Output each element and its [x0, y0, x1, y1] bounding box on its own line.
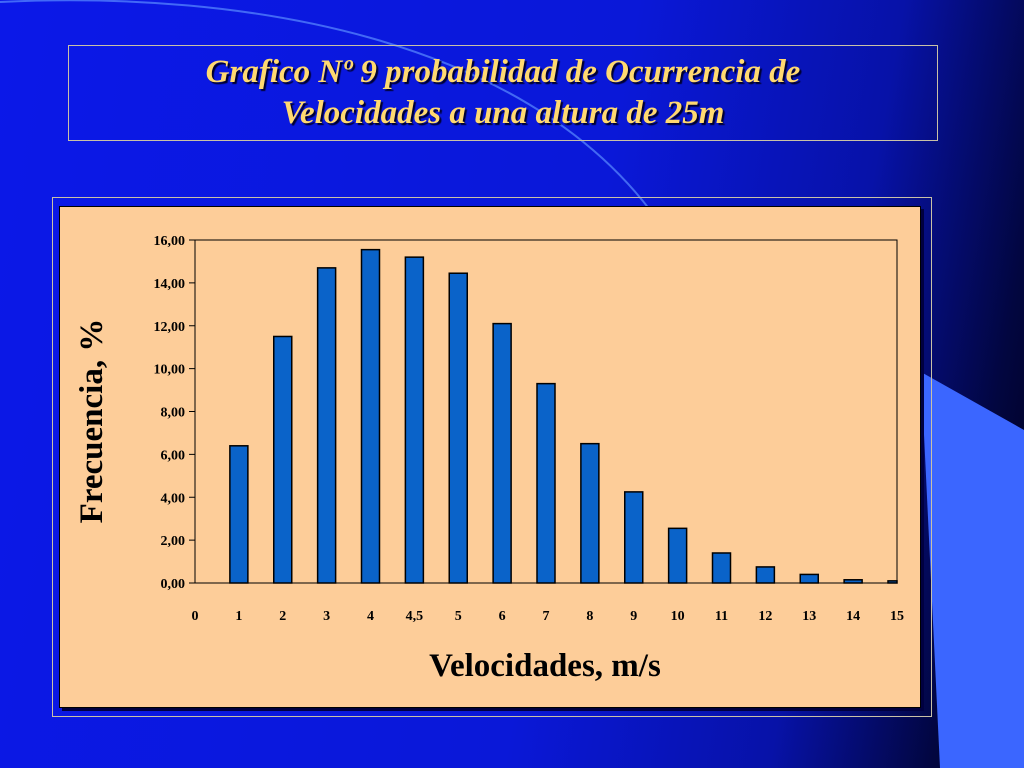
- chart-outer-frame: [52, 197, 932, 717]
- bar: [492, 322, 512, 584]
- x-tick-label: 8: [586, 609, 593, 624]
- bar: [273, 335, 293, 584]
- x-tick-label: 14: [846, 609, 860, 624]
- y-tick-label: 2,00: [161, 534, 186, 549]
- bar: [624, 491, 644, 584]
- y-tick-label: 6,00: [161, 448, 186, 463]
- y-tick-label: 0,00: [161, 577, 186, 592]
- x-tick-label: 13: [802, 609, 816, 624]
- bar: [229, 445, 249, 584]
- x-tick-label: 15: [890, 609, 904, 624]
- bar: [448, 272, 468, 584]
- slide-title-box: Grafico Nº 9 probabilidad de Ocurrencia …: [68, 45, 938, 141]
- bar: [711, 552, 732, 584]
- title-line-2: Velocidades a una altura de 25m: [281, 95, 725, 131]
- y-tick-label: 4,00: [161, 491, 186, 506]
- bar: [887, 580, 898, 584]
- slide-title: Grafico Nº 9 probabilidad de Ocurrencia …: [206, 52, 801, 134]
- title-line-1: Grafico Nº 9 probabilidad de Ocurrencia …: [205, 54, 801, 90]
- y-axis-title: Frecuencia, %: [74, 319, 110, 524]
- bar: [536, 382, 556, 584]
- x-tick-label: 0: [192, 609, 199, 624]
- x-tick-label: 10: [671, 609, 685, 624]
- y-tick-label: 10,00: [154, 363, 186, 378]
- bar: [404, 256, 425, 584]
- x-tick-label: 6: [499, 609, 506, 624]
- y-tick-label: 12,00: [154, 320, 186, 335]
- bar: [580, 442, 600, 584]
- y-tick-label: 16,00: [154, 234, 186, 249]
- x-tick-label: 4,5: [406, 609, 424, 624]
- x-axis-title: Velocidades, m/s: [429, 648, 661, 684]
- x-tick-label: 7: [543, 609, 550, 624]
- y-tick-label: 8,00: [161, 406, 186, 421]
- x-tick-label: 9: [630, 609, 637, 624]
- chart-panel: [59, 206, 921, 708]
- x-tick-label: 3: [323, 609, 330, 624]
- x-tick-label: 11: [715, 609, 728, 624]
- plot-area: 0,00 2,00 4,00 6,00 8,00 10,00 12,00 14,00 16,00…: [154, 234, 905, 624]
- bar: [843, 579, 863, 584]
- bar: [316, 267, 337, 584]
- bar: [755, 566, 776, 584]
- y-tick-label: 14,00: [154, 277, 186, 292]
- x-tick-label: 2: [279, 609, 286, 624]
- x-tick-label: 5: [455, 609, 462, 624]
- x-tick-label: 4: [367, 609, 374, 624]
- bar: [667, 527, 688, 584]
- bar: [799, 573, 819, 584]
- bar-chart: 0,00 2,00 4,00 6,00 8,00 10,00 12,00 14,00 16,00…: [74, 234, 905, 684]
- x-tick-label: 12: [758, 609, 772, 624]
- x-tick-label: 1: [235, 609, 242, 624]
- bar: [360, 248, 381, 584]
